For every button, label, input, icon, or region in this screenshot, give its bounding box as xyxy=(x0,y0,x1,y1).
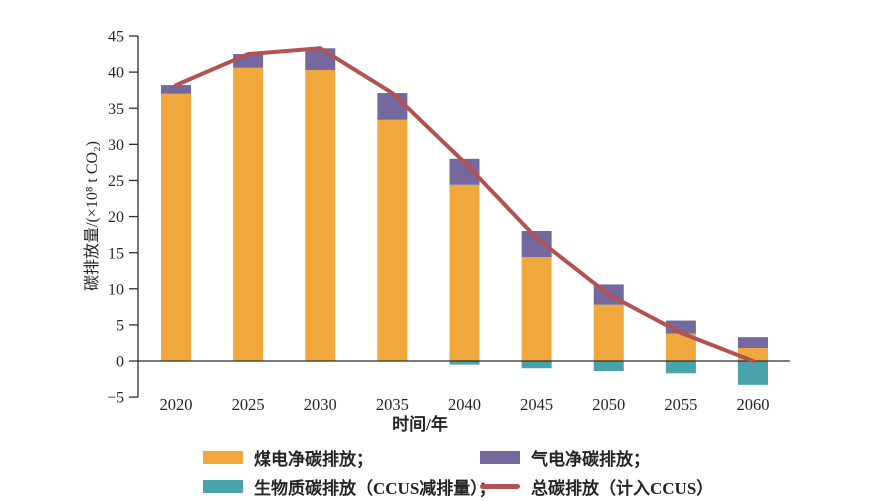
bar-biomass-2060 xyxy=(738,361,768,385)
y-tick-label: 20 xyxy=(108,209,124,226)
y-tick-label: 25 xyxy=(108,173,124,190)
x-tick-label-2055: 2055 xyxy=(664,395,697,414)
legend-item-coal: 煤电净碳排放； xyxy=(203,446,480,469)
bar-gas-2035 xyxy=(377,93,408,120)
x-tick-label-2040: 2040 xyxy=(448,395,481,414)
y-tick-label: 5 xyxy=(116,317,124,334)
y-tick-label: 15 xyxy=(108,245,124,262)
bar-gas-2060 xyxy=(738,337,768,349)
x-tick-label-2045: 2045 xyxy=(520,395,553,414)
legend-label-biomass: 生物质碳排放（CCUS减排量）； xyxy=(254,478,496,498)
legend-item-gas: 气电净碳排放； xyxy=(480,446,879,469)
bar-biomass-2040 xyxy=(449,361,480,365)
x-axis-title: 时间/年 xyxy=(392,414,448,434)
x-tick-label-2060: 2060 xyxy=(737,395,770,414)
legend-item-biomass: 生物质碳排放（CCUS减排量）； xyxy=(203,475,496,498)
bar-coal-2020 xyxy=(161,93,191,361)
y-tick-label: −5 xyxy=(107,390,124,407)
bar-biomass-2050 xyxy=(593,361,624,372)
y-tick-label: 40 xyxy=(108,65,124,82)
biomass-color-swatch xyxy=(203,479,243,493)
total-line-swatch xyxy=(480,483,520,489)
legend-label-total: 总碳排放（计入CCUS） xyxy=(531,478,714,498)
y-tick-label: 45 xyxy=(108,29,124,46)
bar-coal-2030 xyxy=(305,69,336,361)
chart-legend: 煤电净碳排放； 气电净碳排放； 生物质碳排放（CCUS减排量）； 总碳排放（计入… xyxy=(203,446,879,498)
bar-gas-2030 xyxy=(305,48,336,70)
y-axis-title: 碳排放量/(×10⁸ t CO₂) xyxy=(83,141,101,291)
legend-label-gas: 气电净碳排放； xyxy=(531,449,650,469)
bar-biomass-2045 xyxy=(521,361,552,369)
legend-label-coal: 煤电净碳排放； xyxy=(254,449,373,469)
bar-coal-2050 xyxy=(593,304,624,361)
gas-color-swatch xyxy=(480,450,520,464)
bar-coal-2025 xyxy=(233,67,264,361)
bar-gas-2020 xyxy=(161,85,191,94)
y-tick-label: 10 xyxy=(108,281,124,298)
x-tick-label-2050: 2050 xyxy=(592,395,625,414)
y-tick-label: 35 xyxy=(108,101,124,118)
x-tick-label-2020: 2020 xyxy=(160,395,193,414)
total-emissions-line xyxy=(174,46,755,363)
bar-coal-2045 xyxy=(521,257,552,361)
x-tick-label-2030: 2030 xyxy=(304,395,337,414)
bar-coal-2035 xyxy=(377,119,408,361)
legend-item-total: 总碳排放（计入CCUS） xyxy=(480,475,879,498)
x-tick-label-2035: 2035 xyxy=(376,395,409,414)
coal-color-swatch xyxy=(203,450,243,464)
bar-biomass-2055 xyxy=(665,361,696,374)
x-tick-label-2025: 2025 xyxy=(232,395,265,414)
y-tick-label: 0 xyxy=(116,354,124,371)
y-tick-label: 30 xyxy=(108,137,124,154)
bar-coal-2040 xyxy=(449,184,480,361)
emissions-chart: 45 40 35 30 25 20 15 10 5 0 −5 2020 2025 2030 2035 2040… xyxy=(83,29,790,434)
